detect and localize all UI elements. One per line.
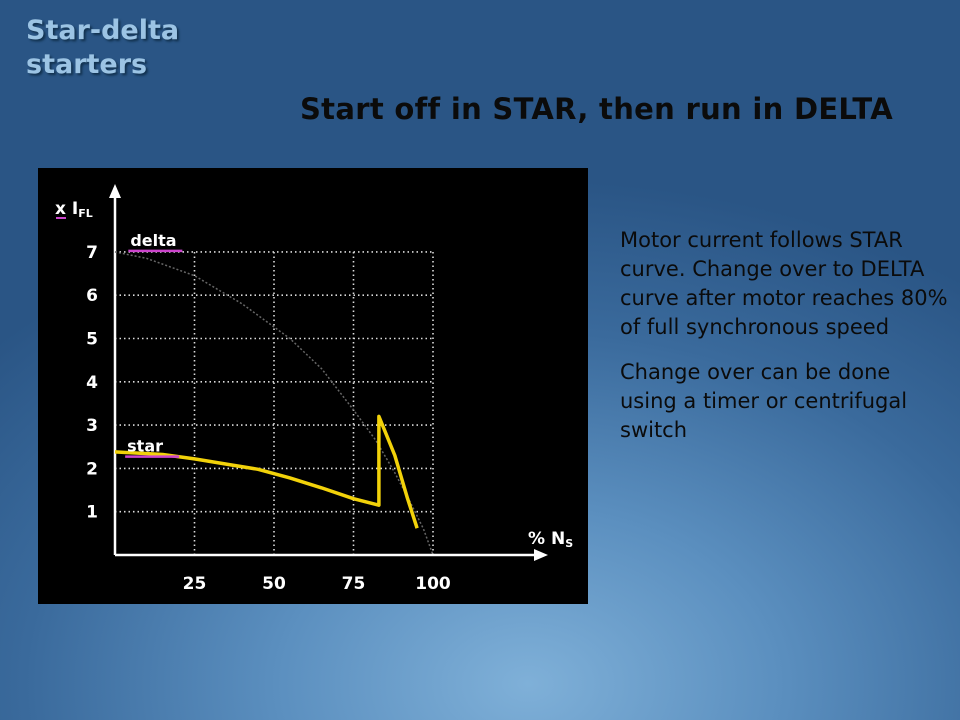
paragraph-changeover-method: Change over can be done using a timer or…: [620, 360, 908, 442]
x-tick-label-100: 100: [415, 574, 451, 594]
x-tick-label-25: 25: [183, 574, 207, 594]
y-tick-label-7: 7: [86, 243, 98, 263]
y-axis-label: x IFL: [55, 199, 93, 220]
slide-heading: Start off in STAR, then run in DELTA: [300, 92, 893, 126]
y-tick-label-1: 1: [86, 503, 98, 523]
chart-panel: 1 2 3 4 5 6 7 25 50 75 100 x IFL % NS delta star: [38, 168, 588, 604]
corner-title: Star-delta starters: [26, 14, 179, 82]
x-tick-label-75: 75: [342, 574, 366, 594]
body-text: Motor current follows STAR curve. Change…: [620, 226, 950, 461]
annotation-star: star: [127, 437, 163, 456]
y-tick-label-2: 2: [86, 459, 98, 479]
series-line-star: [114, 414, 419, 529]
corner-title-line-2: starters: [26, 49, 148, 80]
x-tick-label-50: 50: [262, 574, 286, 594]
annotation-delta: delta: [130, 231, 176, 250]
x-axis-label: % NS: [528, 529, 573, 550]
y-tick-label-6: 6: [86, 286, 98, 306]
paragraph-changeover-point: Motor current follows STAR curve. Change…: [620, 228, 948, 339]
corner-title-line-1: Star-delta: [26, 15, 180, 46]
chart: 1 2 3 4 5 6 7 25 50 75 100 x IFL % NS delta star: [55, 184, 573, 594]
y-axis-arrow: [109, 184, 121, 198]
y-tick-label-5: 5: [86, 330, 98, 350]
x-axis-arrow: [534, 549, 548, 561]
y-tick-label-4: 4: [86, 373, 98, 393]
y-tick-label-3: 3: [86, 416, 98, 436]
